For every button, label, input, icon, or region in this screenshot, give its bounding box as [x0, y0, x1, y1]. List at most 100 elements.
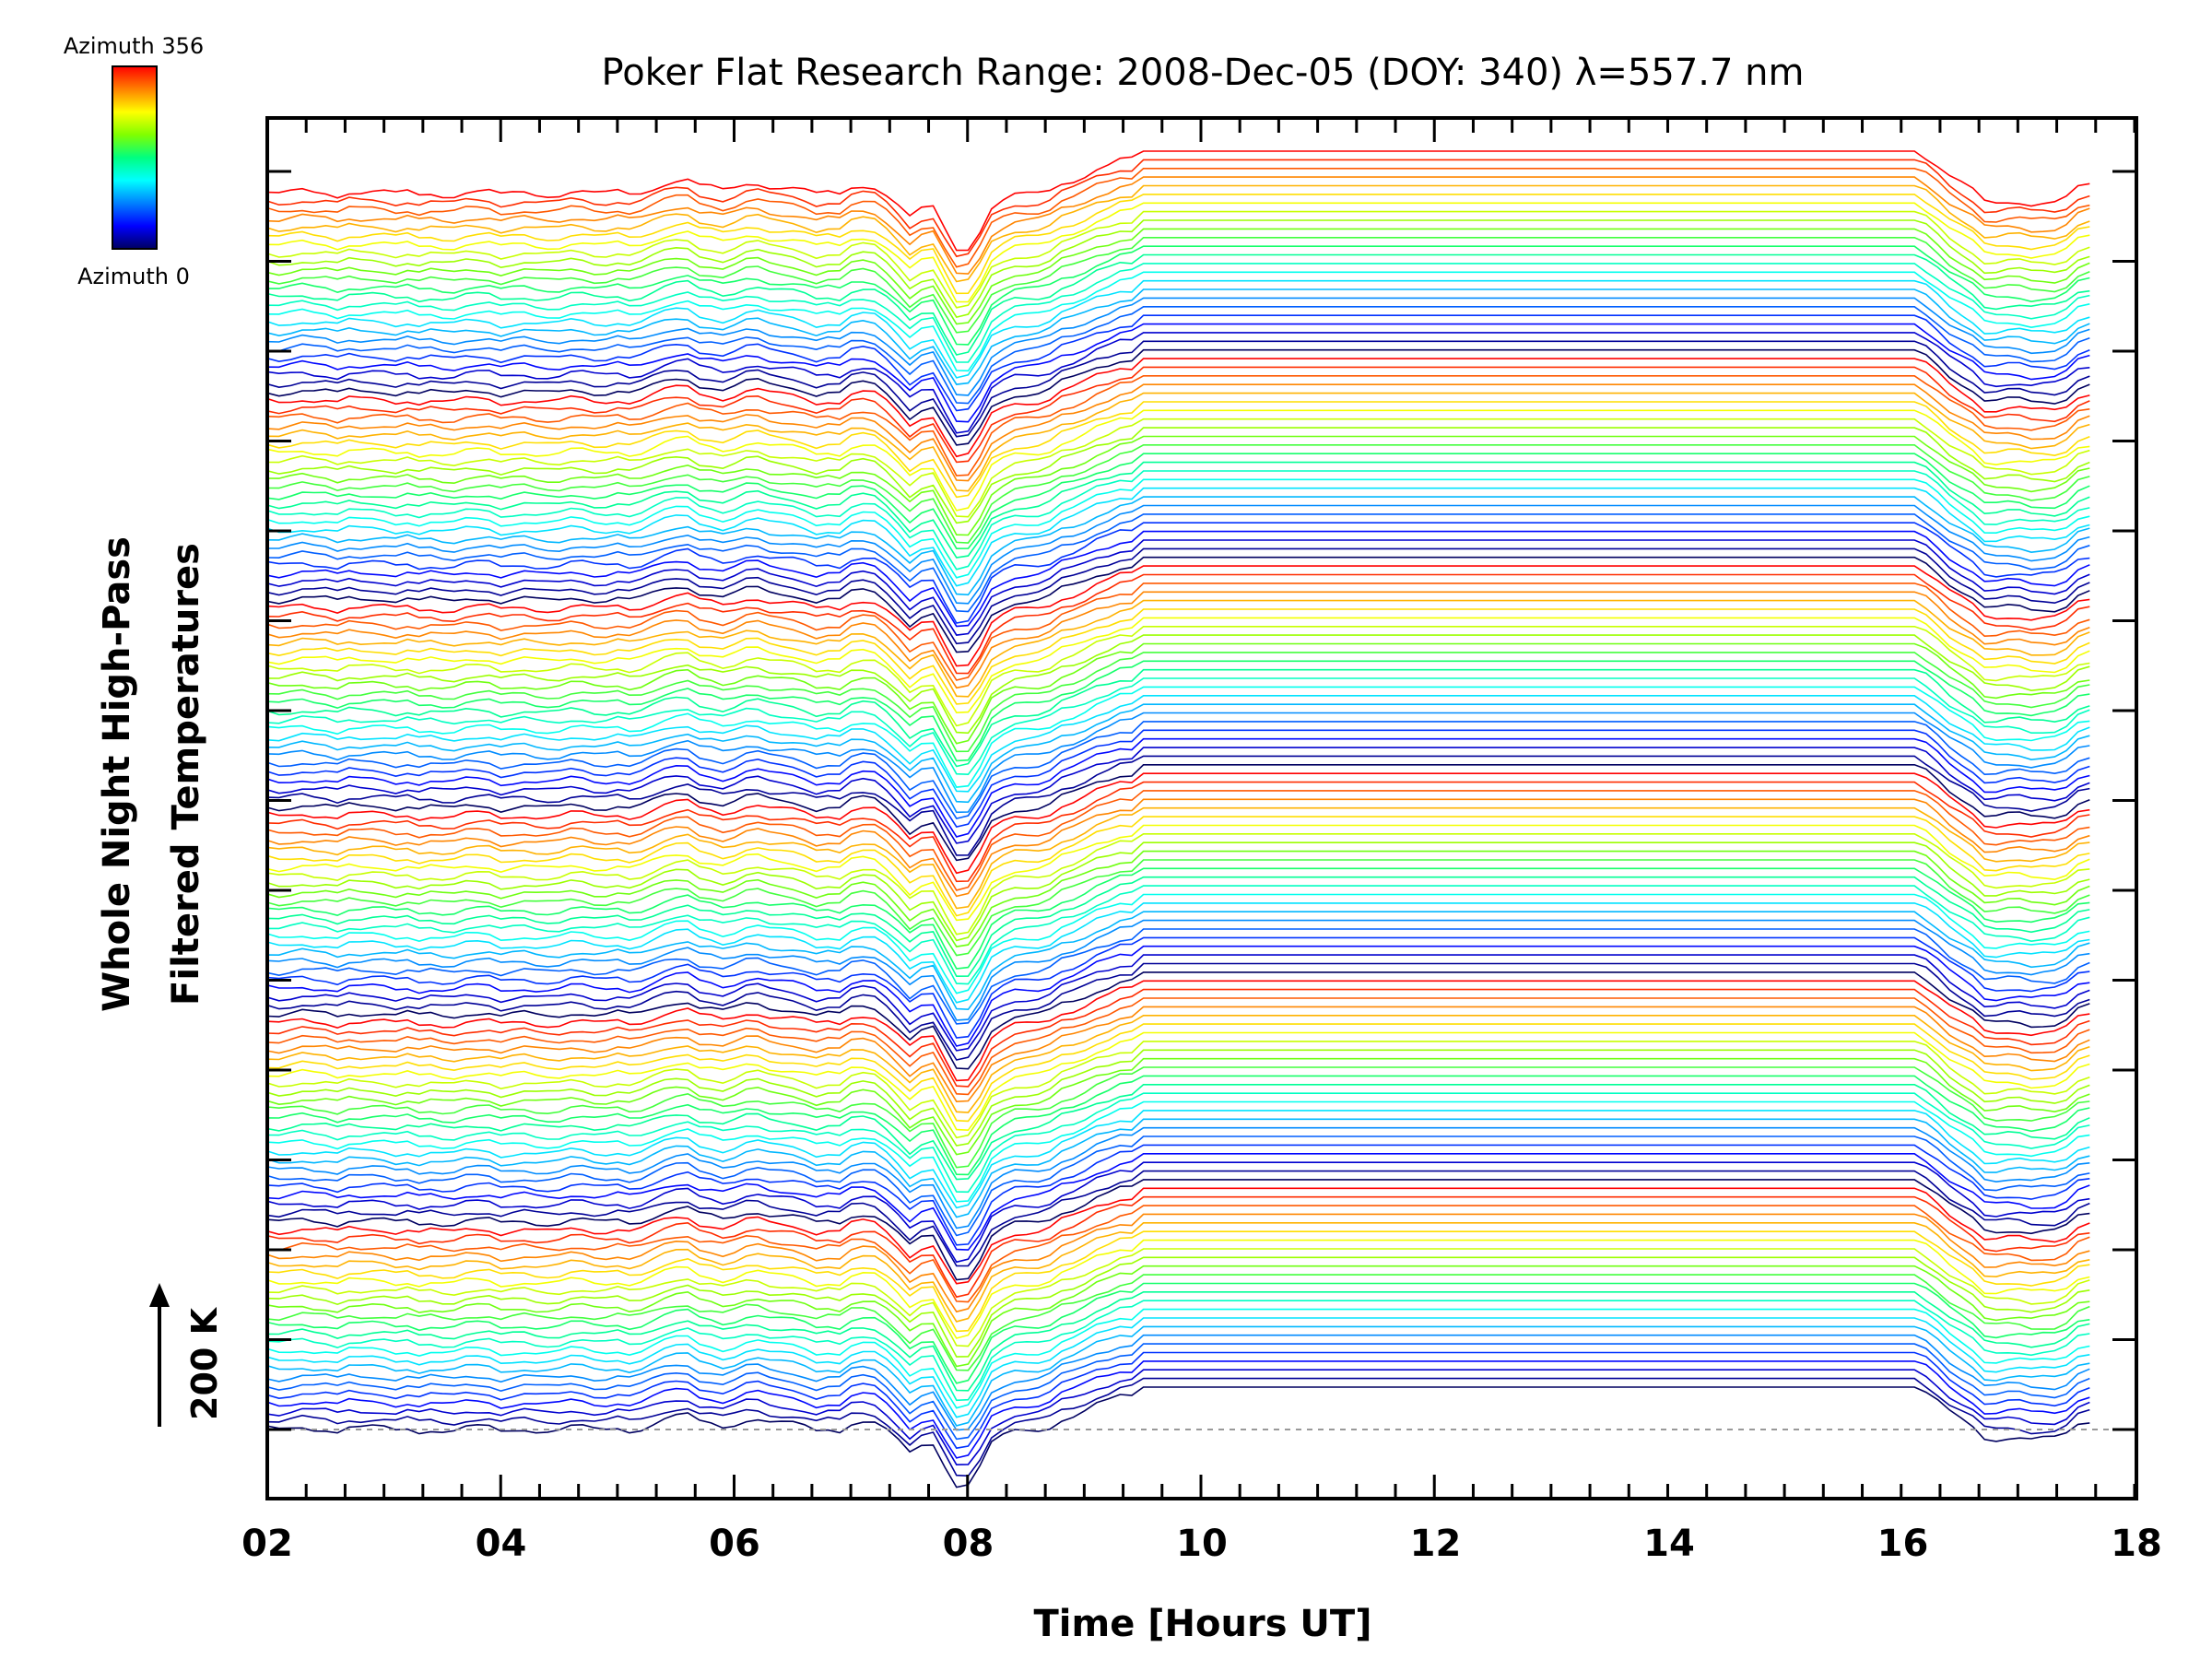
series-line — [267, 556, 2090, 653]
series-line — [267, 1118, 2090, 1218]
series-line — [267, 522, 2090, 624]
series-line — [267, 323, 2090, 423]
series-line — [267, 642, 2090, 745]
series-line — [267, 271, 2090, 372]
series-line — [267, 962, 2090, 1061]
series-line — [267, 435, 2090, 536]
series-line — [267, 764, 2090, 862]
chart-title: Poker Flat Research Range: 2008-Dec-05 (… — [602, 52, 1805, 94]
series-line — [267, 1351, 2090, 1450]
series-line — [267, 150, 2090, 252]
series-line — [267, 747, 2090, 844]
series-line — [267, 470, 2090, 571]
series-line — [267, 263, 2090, 363]
series-line — [267, 703, 2090, 804]
series-line — [267, 695, 2090, 793]
series-line — [267, 306, 2090, 405]
series-line — [267, 1377, 2090, 1477]
series-line — [267, 392, 2090, 492]
series-line — [267, 228, 2090, 325]
series-line — [267, 721, 2090, 820]
series-line — [267, 1369, 2090, 1466]
series-line — [267, 1195, 2090, 1299]
series-line — [267, 790, 2090, 891]
series-line — [267, 1334, 2090, 1431]
series-line — [267, 876, 2090, 978]
series-line — [267, 418, 2090, 518]
y-axis-label-line2: Filtered Temperatures — [165, 543, 207, 1006]
series-line — [267, 798, 2090, 898]
series-line — [267, 971, 2090, 1070]
series-line — [267, 772, 2090, 875]
series-line — [267, 513, 2090, 613]
series-group — [267, 150, 2090, 1488]
series-line — [267, 530, 2090, 628]
series-line — [267, 219, 2090, 319]
x-tick-label: 08 — [943, 1523, 994, 1565]
series-line — [267, 902, 2090, 1004]
series-line — [267, 487, 2090, 587]
series-line — [267, 565, 2090, 667]
series-line — [267, 1092, 2090, 1194]
series-line — [267, 1256, 2090, 1358]
series-line — [267, 1248, 2090, 1347]
series-line — [267, 1222, 2090, 1323]
series-line — [267, 1360, 2090, 1459]
series-line — [267, 1274, 2090, 1371]
y-axis-label-line1: Whole Night High-Pass — [96, 536, 138, 1012]
series-line — [267, 1049, 2090, 1147]
series-line — [267, 444, 2090, 544]
series-line — [267, 547, 2090, 645]
x-tick-label: 12 — [1410, 1523, 1462, 1565]
series-line — [267, 850, 2090, 947]
series-line — [267, 712, 2090, 814]
series-line — [267, 755, 2090, 856]
series-line — [267, 1308, 2090, 1409]
series-line — [267, 859, 2090, 957]
series-line — [267, 1291, 2090, 1392]
series-line — [267, 288, 2090, 385]
series-line — [267, 573, 2090, 675]
series-line — [267, 1265, 2090, 1368]
series-line — [267, 461, 2090, 559]
x-tick-label: 04 — [476, 1523, 527, 1565]
series-line — [267, 919, 2090, 1021]
x-tick-label: 10 — [1176, 1523, 1228, 1565]
series-line — [267, 194, 2090, 295]
series-line — [267, 1057, 2090, 1156]
series-line — [267, 1006, 2090, 1103]
series-line — [267, 478, 2090, 579]
series-line — [267, 608, 2090, 705]
x-tick-label: 02 — [241, 1523, 293, 1565]
series-line — [267, 1031, 2090, 1132]
x-axis-label: Time [Hours UT] — [1034, 1603, 1372, 1645]
series-line — [267, 1041, 2090, 1139]
colorbar-bar — [112, 65, 158, 250]
series-line — [267, 668, 2090, 768]
series-line — [267, 1075, 2090, 1176]
series-line — [267, 1100, 2090, 1203]
series-line — [267, 652, 2090, 753]
series-line — [267, 824, 2090, 922]
series-line — [267, 816, 2090, 917]
series-line — [267, 358, 2090, 458]
series-line — [267, 1144, 2090, 1246]
series-line — [267, 1325, 2090, 1427]
series-line — [267, 911, 2090, 1011]
series-line — [267, 1110, 2090, 1209]
series-line — [267, 253, 2090, 356]
series-line — [267, 297, 2090, 396]
series-line — [267, 841, 2090, 942]
series-line — [267, 539, 2090, 636]
series-line — [267, 1170, 2090, 1267]
series-line — [267, 893, 2090, 994]
series-line — [267, 1066, 2090, 1169]
series-line — [267, 634, 2090, 735]
series-line — [267, 980, 2090, 1082]
series-line — [267, 496, 2090, 596]
scale-bar-label: 200 K — [184, 1306, 225, 1420]
x-tick-label: 16 — [1877, 1523, 1929, 1565]
series-line — [267, 1153, 2090, 1251]
axis-ticks — [265, 118, 2136, 1499]
series-line — [267, 202, 2090, 303]
